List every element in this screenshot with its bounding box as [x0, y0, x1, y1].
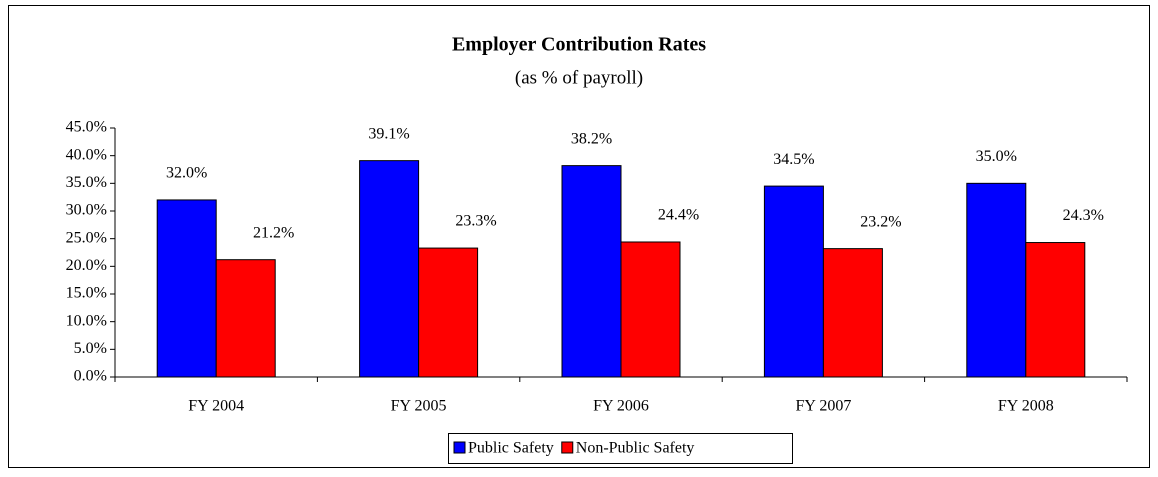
data-label: 21.2%: [253, 224, 294, 241]
bar: [561, 165, 622, 378]
bar: [418, 247, 479, 378]
y-tick-label: 15.0%: [66, 285, 107, 302]
bar: [620, 241, 681, 378]
data-label: 23.3%: [455, 213, 496, 230]
x-tick-label: FY 2007: [795, 398, 851, 415]
bar: [215, 259, 276, 378]
legend-box: [448, 433, 793, 464]
data-label: 34.5%: [773, 151, 814, 168]
y-tick-label: 40.0%: [66, 146, 107, 163]
x-tick-label: FY 2008: [998, 398, 1054, 415]
legend-swatch: [561, 441, 574, 454]
y-tick-label: 35.0%: [66, 174, 107, 191]
chart-subtitle: (as % of payroll): [515, 67, 643, 88]
legend-label: Public Safety: [468, 440, 554, 457]
chart-title: Employer Contribution Rates: [452, 34, 706, 56]
bar: [359, 160, 420, 378]
data-label: 24.3%: [1063, 207, 1104, 224]
data-label: 23.2%: [860, 213, 901, 230]
bar: [156, 199, 217, 378]
y-tick-label: 0.0%: [74, 368, 107, 385]
y-tick-label: 20.0%: [66, 257, 107, 274]
x-tick-label: FY 2004: [188, 398, 244, 415]
data-label: 38.2%: [571, 130, 612, 147]
y-tick-label: 25.0%: [66, 229, 107, 246]
y-tick-label: 10.0%: [66, 312, 107, 329]
x-tick-label: FY 2006: [593, 398, 649, 415]
data-label: 24.4%: [658, 207, 699, 224]
data-label: 35.0%: [976, 148, 1017, 165]
data-label: 32.0%: [166, 165, 207, 182]
legend-swatch: [453, 441, 466, 454]
bar: [966, 182, 1027, 378]
y-tick-label: 30.0%: [66, 202, 107, 219]
bar: [1025, 242, 1086, 378]
data-label: 39.1%: [368, 125, 409, 142]
y-tick-label: 5.0%: [74, 340, 107, 357]
x-tick-label: FY 2005: [391, 398, 447, 415]
bar: [763, 185, 824, 378]
y-tick-label: 45.0%: [66, 119, 107, 136]
legend-label: Non-Public Safety: [576, 440, 695, 457]
bar: [822, 248, 883, 378]
